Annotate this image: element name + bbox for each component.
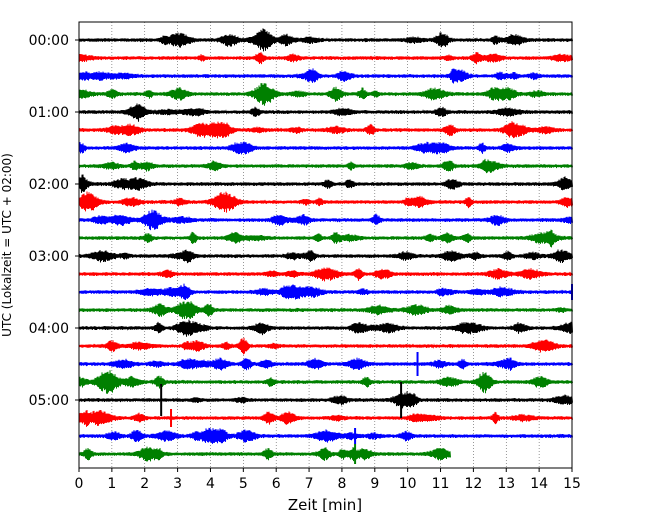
y-tick-label: 04:00 <box>29 321 69 337</box>
trace-row <box>78 370 573 394</box>
y-tick-label: 02:00 <box>29 177 69 193</box>
trace-row <box>78 337 573 355</box>
y-tick-label: 03:00 <box>29 249 69 265</box>
x-tick-label: 13 <box>497 476 515 492</box>
x-tick-label: 5 <box>239 476 248 492</box>
trace-row <box>78 121 573 139</box>
trace-row <box>78 68 573 84</box>
x-tick-label: 14 <box>530 476 548 492</box>
trace-row <box>78 174 573 193</box>
trace-row <box>78 28 573 52</box>
trace-row <box>78 301 573 320</box>
x-tick-label: 8 <box>337 476 346 492</box>
y-tick-label: 00:00 <box>29 33 69 49</box>
x-tick-label: 9 <box>370 476 379 492</box>
trace-row <box>78 427 573 444</box>
x-tick-label: 4 <box>206 476 215 492</box>
trace-row <box>78 229 573 248</box>
seismic-traces <box>78 28 573 464</box>
plot-frame <box>78 21 573 469</box>
trace-row <box>78 357 573 371</box>
x-tick-label: 0 <box>75 476 84 492</box>
trace-row <box>78 319 573 337</box>
x-tick-label: 11 <box>432 476 450 492</box>
y-axis-label: UTC (Lokalzeit = UTC + 02:00) <box>0 153 14 337</box>
x-tick-label: 3 <box>173 476 182 492</box>
trace-row <box>78 191 573 213</box>
trace-row <box>78 446 451 462</box>
x-tick-label: 6 <box>272 476 281 492</box>
y-tick-label: 01:00 <box>29 105 69 121</box>
trace-row <box>78 52 573 65</box>
trace-row <box>78 409 573 427</box>
x-tick-label: 1 <box>107 476 116 492</box>
trace-row <box>78 209 573 231</box>
x-tick-label: 7 <box>305 476 314 492</box>
trace-row <box>78 249 573 264</box>
x-tick-label: 15 <box>563 476 581 492</box>
trace-row <box>78 283 573 301</box>
trace-row <box>78 83 573 106</box>
x-axis-label: Zeit [min] <box>288 496 362 514</box>
x-axis-ticks: 0 1 2 3 4 5 6 7 8 9 10 11 12 13 14 15 <box>75 468 581 492</box>
trace-row <box>78 267 573 282</box>
y-axis-ticks: 00:00 01:00 02:00 03:00 04:00 05:00 <box>29 33 79 409</box>
trace-row <box>78 391 573 409</box>
trace-row <box>78 158 573 174</box>
x-tick-label: 10 <box>399 476 417 492</box>
trace-row <box>78 141 573 155</box>
trace-row <box>78 103 573 122</box>
x-tick-label: 12 <box>464 476 482 492</box>
x-tick-label: 2 <box>140 476 149 492</box>
y-tick-label: 05:00 <box>29 393 69 409</box>
